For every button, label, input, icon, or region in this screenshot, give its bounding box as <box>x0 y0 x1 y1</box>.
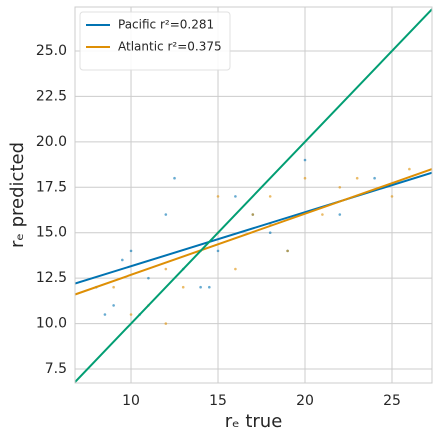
scatter-point <box>216 195 220 198</box>
scatter-point <box>303 176 307 180</box>
scatter-point <box>234 195 237 198</box>
scatter-point <box>112 285 115 289</box>
scatter-point <box>338 185 342 189</box>
y-tick-label: 25.0 <box>36 43 67 59</box>
scatter-point <box>216 249 220 253</box>
scatter-point <box>129 313 133 316</box>
scatter-point <box>121 258 124 262</box>
scatter-point <box>147 276 150 280</box>
y-tick-label: 17.5 <box>36 179 67 195</box>
scatter-point <box>173 176 176 180</box>
y-tick-label: 10.0 <box>36 316 67 332</box>
scatter-point <box>321 213 324 216</box>
scatter-point <box>390 195 394 198</box>
y-axis-label: rₑ predicted <box>7 142 28 248</box>
scatter-point <box>103 313 107 316</box>
legend-box <box>79 11 231 71</box>
scatter-point <box>199 285 202 289</box>
scatter-point <box>208 285 211 289</box>
scatter-point <box>373 176 376 180</box>
scatter-point <box>129 249 133 253</box>
y-tick-label: 7.5 <box>45 361 67 377</box>
scatter-point <box>234 267 237 271</box>
y-tick-label: 22.5 <box>36 88 67 104</box>
scatter-point <box>268 195 272 198</box>
plot-frame <box>74 6 433 384</box>
y-tick-label: 12.5 <box>36 270 67 286</box>
scatter-point <box>164 267 168 271</box>
x-tick-label: 20 <box>296 393 314 409</box>
marks <box>75 8 432 383</box>
scatter-point <box>164 322 168 325</box>
x-tick-label: 15 <box>209 393 227 409</box>
line <box>75 168 432 296</box>
scatter-point <box>355 176 359 180</box>
grid <box>75 7 432 383</box>
x-tick-label: 25 <box>383 393 401 409</box>
legend-label: Pacific r²=0.281 <box>118 18 214 32</box>
x-tick-label: 10 <box>122 393 140 409</box>
scatter-point <box>251 213 255 216</box>
scatter-point <box>303 158 307 162</box>
y-tick-label: 20.0 <box>36 134 67 150</box>
scatter-point <box>164 213 168 216</box>
y-tick-label: 15.0 <box>36 225 67 241</box>
x-axis-label: rₑ true <box>225 411 283 432</box>
legend: Pacific r²=0.281 Atlantic r²=0.375 <box>79 11 231 71</box>
scatter-point <box>268 231 272 235</box>
line <box>75 8 432 383</box>
line <box>75 171 432 285</box>
scatter-point <box>286 249 289 253</box>
scatter-point <box>338 213 342 216</box>
scatter-point <box>181 285 185 289</box>
scatter-point <box>408 167 411 171</box>
legend-label: Atlantic r²=0.375 <box>118 40 222 54</box>
scatter-point <box>112 304 115 307</box>
